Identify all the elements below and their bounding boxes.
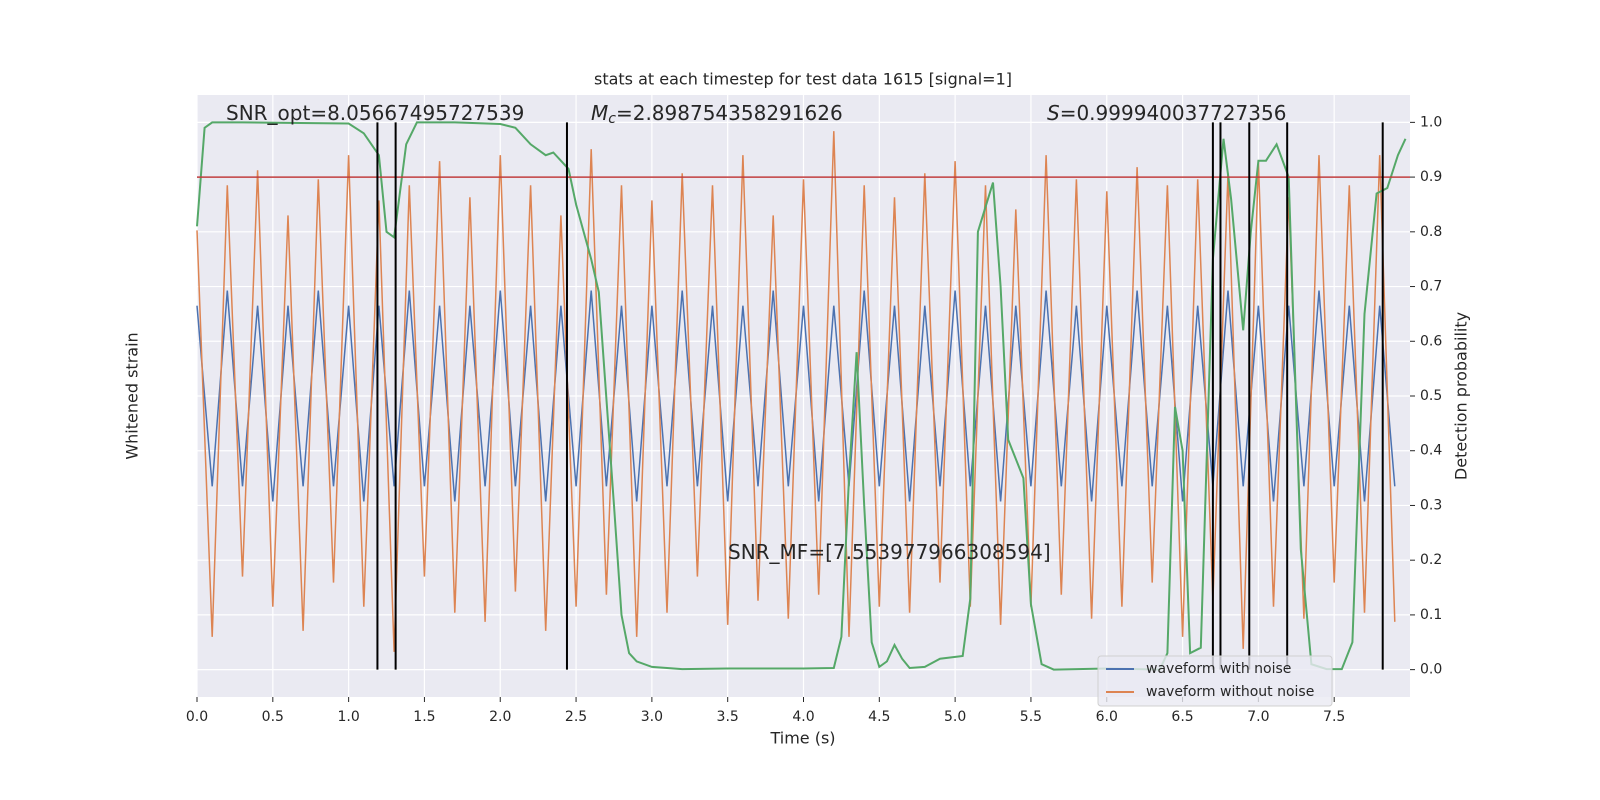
y2-tick-label: 0.7 [1420,279,1442,295]
x-tick-label: 5.0 [944,709,966,725]
legend-label: waveform with noise [1146,661,1291,677]
x-tick-label: 3.5 [717,709,739,725]
legend-box [1097,655,1333,707]
y2-tick-label: 0.1 [1420,607,1442,623]
x-tick-label: 6.5 [1171,709,1193,725]
y2-tick-label: 1.0 [1420,114,1442,130]
y2-axis-label: Detection probability [1452,312,1471,480]
annotation: SNR_opt=8.05667495727539 [226,101,524,125]
x-tick-label: 5.5 [1020,709,1042,725]
annotation-text: =2.898754358291626 [616,101,843,125]
y2-tick-label: 0.4 [1420,443,1442,459]
y2-tick-label: 0.6 [1420,333,1442,349]
x-tick-label: 4.5 [868,709,890,725]
series-line [196,121,1407,671]
y2-tick-label: 0.9 [1420,169,1442,185]
y2-tick-label: 0.3 [1420,497,1442,513]
annotation-text: =0.999940037727356 [1060,101,1287,125]
x-tick-label: 3.0 [641,709,663,725]
series-line [196,131,1396,652]
legend-label: waveform without noise [1146,684,1314,700]
y-axis-label: Whitened strain [123,332,142,459]
x-tick-label: 0.0 [186,709,208,725]
x-tick-label: 2.0 [489,709,511,725]
annotation-symbol: M [591,101,608,125]
x-tick-label: 6.0 [1096,709,1118,725]
x-tick-label: 4.0 [792,709,814,725]
x-tick-label: 0.5 [262,709,284,725]
y2-tick-label: 0.8 [1420,224,1442,240]
x-tick-label: 2.5 [565,709,587,725]
annotation: SNR_MF=[7.553977966308594] [728,540,1051,564]
annotation-text: SNR_opt=8.05667495727539 [226,101,524,125]
y2-tick-label: 0.0 [1420,662,1442,678]
x-tick-label: 7.5 [1323,709,1345,725]
y2-tick-label: 0.2 [1420,552,1442,568]
annotation: S=0.999940037727356 [1047,101,1286,125]
chart-title: stats at each timestep for test data 161… [594,70,1012,89]
x-axis-label: Time (s) [769,729,835,748]
x-tick-label: 1.5 [413,709,435,725]
x-tick-label: 1.0 [337,709,359,725]
x-tick-label: 7.0 [1247,709,1269,725]
y2-tick-label: 0.5 [1420,388,1442,404]
annotation-symbol: S [1047,101,1060,125]
annotation: Mc=2.898754358291626 [591,101,843,128]
annotation-subscript: c [608,111,616,127]
annotation-text: SNR_MF=[7.553977966308594] [728,540,1051,564]
